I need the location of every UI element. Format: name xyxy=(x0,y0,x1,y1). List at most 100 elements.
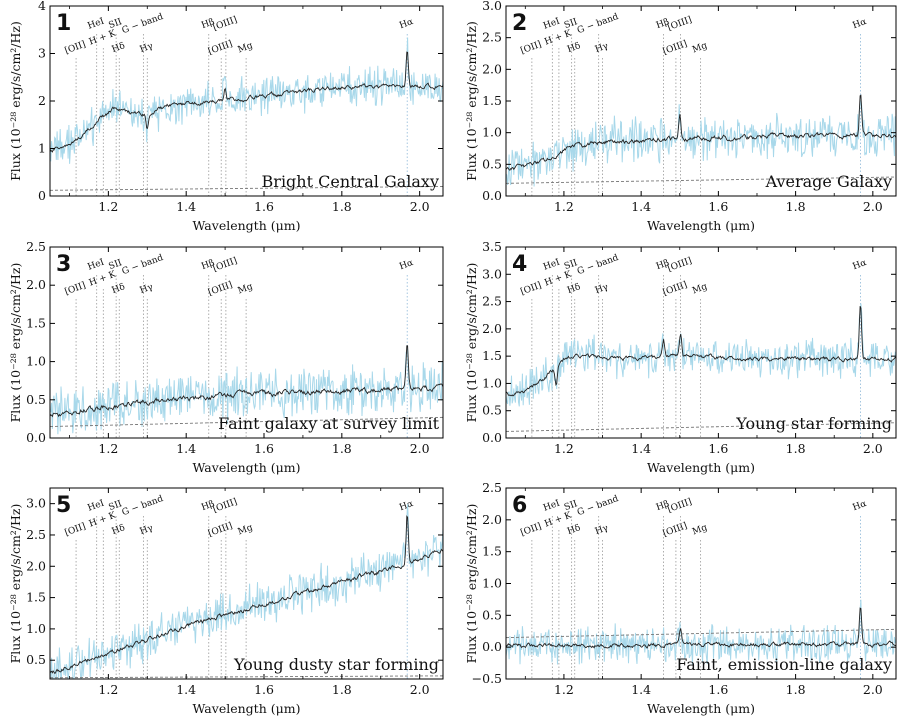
x-axis-label: Wavelength (μm) xyxy=(647,701,755,716)
line-label: G − band xyxy=(121,12,165,36)
y-tick-label: 0 xyxy=(38,188,46,203)
line-label: G − band xyxy=(121,253,165,277)
line-label: [OIII] xyxy=(207,521,234,539)
line-label: Hδ xyxy=(566,523,582,537)
y-tick-label: 0.0 xyxy=(482,639,502,654)
line-label: G − band xyxy=(576,12,620,36)
line-label: SII xyxy=(108,258,124,272)
y-tick-label: 1.0 xyxy=(26,354,46,369)
smoothed-spectrum xyxy=(506,306,896,397)
x-tick-label: 1.2 xyxy=(98,199,118,214)
x-tick-label: 1.2 xyxy=(554,682,574,697)
line-label: HeI xyxy=(542,498,562,513)
line-label: HeI xyxy=(86,498,106,513)
x-tick-label: 1.8 xyxy=(786,199,806,214)
x-tick-label: 1.8 xyxy=(786,682,806,697)
panel-number: 5 xyxy=(56,493,71,518)
y-tick-label: 1.0 xyxy=(482,125,502,140)
y-tick-label: 2.0 xyxy=(26,558,46,573)
raw-spectrum xyxy=(506,99,896,187)
x-tick-label: 1.8 xyxy=(332,682,352,697)
y-tick-label: 0.0 xyxy=(26,430,46,445)
line-label: Hγ xyxy=(139,523,155,537)
line-label: Hβ xyxy=(200,17,216,31)
line-label: Hγ xyxy=(139,41,155,55)
line-label: [OII] xyxy=(64,40,88,57)
smoothed-spectrum xyxy=(50,515,443,674)
line-label: Mg xyxy=(691,523,709,538)
panel-caption: Average Galaxy xyxy=(765,172,892,191)
line-label: Hγ xyxy=(594,41,610,55)
y-tick-label: 2.5 xyxy=(26,239,46,254)
background-line xyxy=(506,422,896,432)
y-tick-label: 2.0 xyxy=(482,61,502,76)
y-tick-label: 0.5 xyxy=(482,403,502,418)
y-tick-label: 3.0 xyxy=(26,496,46,511)
background-line xyxy=(506,176,896,184)
smoothed-spectrum xyxy=(50,51,443,153)
line-label: Hα xyxy=(398,499,415,513)
x-tick-label: 1.8 xyxy=(332,199,352,214)
line-label: Hα xyxy=(398,258,415,272)
x-tick-label: 1.2 xyxy=(98,441,118,456)
line-label: SII xyxy=(563,258,579,272)
y-tick-label: 3.5 xyxy=(482,239,502,254)
x-tick-label: 2.0 xyxy=(410,199,430,214)
line-label: Hδ xyxy=(111,41,127,55)
y-tick-label: 0.5 xyxy=(26,652,46,667)
x-axis-label: Wavelength (μm) xyxy=(193,701,301,716)
line-label: [OIII] xyxy=(666,256,693,274)
line-label: Hα xyxy=(852,499,869,513)
x-tick-label: 2.0 xyxy=(863,199,883,214)
x-tick-label: 1.4 xyxy=(631,441,651,456)
y-tick-label: 2.5 xyxy=(482,480,502,495)
line-label: Hγ xyxy=(139,282,155,296)
y-tick-label: 0.0 xyxy=(482,188,502,203)
line-label: HeI xyxy=(542,16,562,31)
line-label: HeI xyxy=(542,257,562,272)
y-tick-label: 2.0 xyxy=(26,277,46,292)
y-tick-label: 1.5 xyxy=(482,93,502,108)
line-label: SII xyxy=(563,499,579,513)
panel-caption: Young dusty star forming xyxy=(233,655,439,674)
line-label: SII xyxy=(108,499,124,513)
panel-number: 2 xyxy=(512,11,527,36)
raw-spectrum xyxy=(50,504,443,679)
line-label: [OIII] xyxy=(207,280,234,298)
y-tick-label: 0.5 xyxy=(482,607,502,622)
x-axis-label: Wavelength (μm) xyxy=(647,460,755,475)
y-axis-label: Flux (10⁻²⁸ erg/s/cm²/Hz) xyxy=(8,263,23,423)
line-label: Hδ xyxy=(566,282,582,296)
line-label: HeI xyxy=(86,16,106,31)
y-tick-label: 2.5 xyxy=(482,294,502,309)
raw-spectrum xyxy=(506,303,896,407)
line-label: [OIII] xyxy=(212,256,239,274)
x-tick-label: 1.6 xyxy=(708,682,728,697)
x-axis-label: Wavelength (μm) xyxy=(193,460,301,475)
x-axis-label: Wavelength (μm) xyxy=(193,218,301,233)
raw-spectrum xyxy=(506,599,896,666)
line-label: Hα xyxy=(398,17,415,31)
y-tick-label: 2 xyxy=(38,93,46,108)
line-label: Mg xyxy=(237,523,255,538)
x-tick-label: 1.8 xyxy=(332,441,352,456)
line-label: [OII] xyxy=(519,522,543,539)
line-label: G − band xyxy=(576,253,620,277)
panel-number: 6 xyxy=(512,493,527,518)
panel-caption: Young star forming xyxy=(735,414,892,433)
line-label: Mg xyxy=(691,41,709,56)
line-label: Hβ xyxy=(200,258,216,272)
line-label: Hα xyxy=(852,17,869,31)
y-tick-label: 1.0 xyxy=(26,621,46,636)
x-tick-label: 2.0 xyxy=(410,682,430,697)
x-tick-label: 1.8 xyxy=(786,441,806,456)
x-tick-label: 1.4 xyxy=(631,682,651,697)
y-tick-label: 1.0 xyxy=(482,375,502,390)
background-line xyxy=(50,416,443,427)
y-tick-label: 4 xyxy=(38,0,46,13)
